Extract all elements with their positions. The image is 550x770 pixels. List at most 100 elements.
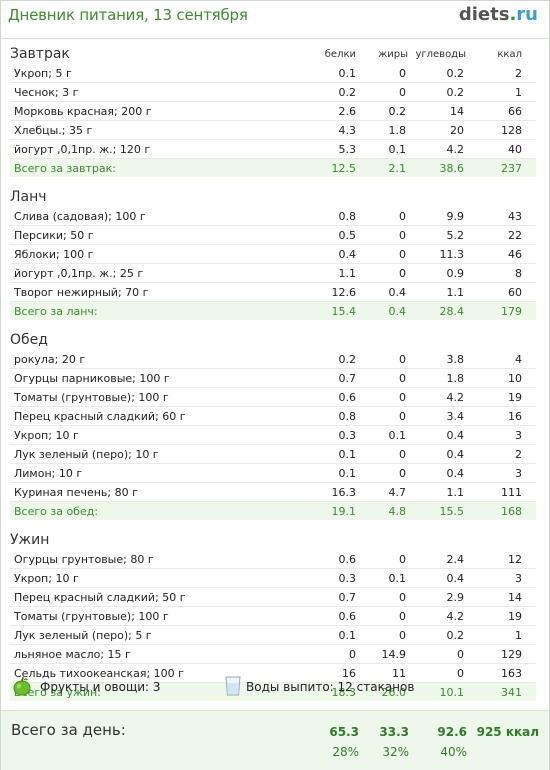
column-protein: белки [324,49,356,60]
food-protein: 0.2 [338,353,357,366]
total-carbs: 28.4 [439,305,465,318]
food-name: Слива (садовая); 100 г [14,210,146,223]
food-carbs: 4.2 [446,610,465,623]
food-fat: 0 [399,629,406,642]
total-carbs: 15.5 [439,505,465,518]
food-fat: 0 [399,267,406,280]
food-fat: 4.7 [388,486,407,499]
food-kcal: 3 [515,572,522,585]
food-fat: 0 [399,467,406,480]
food-row[interactable]: Огурцы грунтовые; 80 г 0.6 0 2.4 12 [10,550,536,569]
food-row[interactable]: Огурцы парниковые; 100 г 0.7 0 1.8 10 [10,369,536,388]
food-carbs: 20 [450,124,464,137]
food-row[interactable]: Лук зеленый (перо); 10 г 0.1 0 0.4 2 [10,445,536,464]
food-name: йогурт ,0,1пр. ж.; 120 г [14,143,151,156]
food-protein: 0.1 [338,67,357,80]
food-protein: 0.3 [338,429,357,442]
day-carbs: 92.6 [437,725,467,739]
food-name: Хлебцы.; 35 г [14,124,93,137]
food-name: Яблоки; 100 г [14,248,94,261]
header: Дневник питания, 13 сентября diets.ru [0,0,550,39]
total-fat: 2.1 [388,162,407,175]
extras-bar: Фрукты и овощи: 3 Воды выпито: 12 стакан… [10,676,536,698]
food-fat: 0 [399,67,406,80]
food-carbs: 0.2 [446,629,465,642]
food-carbs: 0.4 [446,572,465,585]
food-row[interactable]: Укроп; 10 г 0.3 0.1 0.4 3 [10,569,536,588]
total-kcal: 237 [501,162,522,175]
total-protein: 19.1 [331,505,357,518]
meal-section: Ланч Слива (садовая); 100 г 0.8 0 9.9 43 Перси… [10,187,536,330]
food-row[interactable]: Морковь красная; 200 г 2.6 0.2 14 66 [10,102,536,121]
food-name: Чеснок; 3 г [14,86,79,99]
section-header: Обед [10,330,536,350]
food-fat: 0 [399,610,406,623]
meal-total-row: Всего за завтрак: 12.5 2.1 38.6 237 [10,159,536,177]
food-protein: 12.6 [331,286,357,299]
food-row[interactable]: Куриная печень; 80 г 16.3 4.7 1.1 111 [10,483,536,502]
food-kcal: 111 [501,486,522,499]
food-fat: 0 [399,372,406,385]
food-row[interactable]: йогурт ,0,1пр. ж.; 120 г 5.3 0.1 4.2 40 [10,140,536,159]
food-kcal: 66 [508,105,522,118]
brand-main: diets [458,4,510,25]
food-row[interactable]: Хлебцы.; 35 г 4.3 1.8 20 128 [10,121,536,140]
food-protein: 0.6 [338,553,357,566]
food-row[interactable]: Лимон; 10 г 0.1 0 0.4 3 [10,464,536,483]
food-name: Куриная печень; 80 г [14,486,138,499]
day-total-label: Всего за день: [11,721,126,739]
food-fat: 14.9 [381,648,407,661]
food-fat: 0 [399,591,406,604]
food-row[interactable]: Лук зеленый (перо); 5 г 0.1 0 0.2 1 [10,626,536,645]
food-row[interactable]: Персики; 50 г 0.5 0 5.2 22 [10,226,536,245]
section-header: Завтрак белки жиры углеводы ккал [10,44,536,64]
day-protein-pct: 28% [332,745,359,759]
food-protein: 0.8 [338,210,357,223]
food-name: Огурцы грунтовые; 80 г [14,553,154,566]
site-logo[interactable]: diets.ru [459,4,538,25]
food-protein: 4.3 [338,124,357,137]
food-carbs: 4.2 [446,143,465,156]
meal-total-row: Всего за ужин: 18.3 26.0 10.1 341 [10,683,536,701]
water-count: Воды выпито: 12 стаканов [246,680,415,694]
total-label: Всего за обед: [14,505,99,518]
food-carbs: 11.3 [439,248,465,261]
food-kcal: 22 [508,229,522,242]
day-fat: 33.3 [379,725,409,739]
day-fat-pct: 32% [382,745,409,759]
food-row[interactable]: Томаты (грунтовые); 100 г 0.6 0 4.2 19 [10,388,536,407]
food-kcal: 1 [515,629,522,642]
food-row[interactable]: Укроп; 5 г 0.1 0 0.2 2 [10,64,536,83]
column-kcal: ккал [497,49,522,60]
food-row[interactable]: Томаты (грунтовые); 100 г 0.6 0 4.2 19 [10,607,536,626]
food-protein: 0.8 [338,410,357,423]
food-row[interactable]: Яблоки; 100 г 0.4 0 11.3 46 [10,245,536,264]
food-fat: 0.2 [388,105,407,118]
food-row[interactable]: рокула; 20 г 0.2 0 3.8 4 [10,350,536,369]
food-row[interactable]: Слива (садовая); 100 г 0.8 0 9.9 43 [10,207,536,226]
food-name: Томаты (грунтовые); 100 г [14,610,169,623]
section-title: Ужин [10,532,50,548]
food-kcal: 10 [508,372,522,385]
page-title: Дневник питания, 13 сентября [8,6,248,24]
food-carbs: 0.2 [446,67,465,80]
food-row[interactable]: Перец красный сладкий; 60 г 0.8 0 3.4 16 [10,407,536,426]
food-row[interactable]: Укроп; 10 г 0.3 0.1 0.4 3 [10,426,536,445]
total-fat: 26.0 [381,686,407,699]
total-kcal: 168 [501,505,522,518]
food-name: Перец красный сладкий; 60 г [14,410,186,423]
food-row[interactable]: Сельдь тихоокеанская; 100 г 16 11 0 163 [10,664,536,683]
food-row[interactable]: йогурт ,0,1пр. ж.; 25 г 1.1 0 0.9 8 [10,264,536,283]
food-fat: 0.1 [388,429,407,442]
food-protein: 0.2 [338,86,357,99]
food-row[interactable]: льняное масло; 15 г 0 14.9 0 129 [10,645,536,664]
food-fat: 0 [399,391,406,404]
food-row[interactable]: Творог нежирный; 70 г 12.6 0.4 1.1 60 [10,283,536,302]
food-fat: 11 [392,667,406,680]
food-carbs: 1.1 [446,286,465,299]
food-kcal: 8 [515,267,522,280]
food-row[interactable]: Чеснок; 3 г 0.2 0 0.2 1 [10,83,536,102]
food-row[interactable]: Перец красный сладкий; 50 г 0.7 0 2.9 14 [10,588,536,607]
food-name: Персики; 50 г [14,229,94,242]
green-apple-icon [13,676,31,696]
